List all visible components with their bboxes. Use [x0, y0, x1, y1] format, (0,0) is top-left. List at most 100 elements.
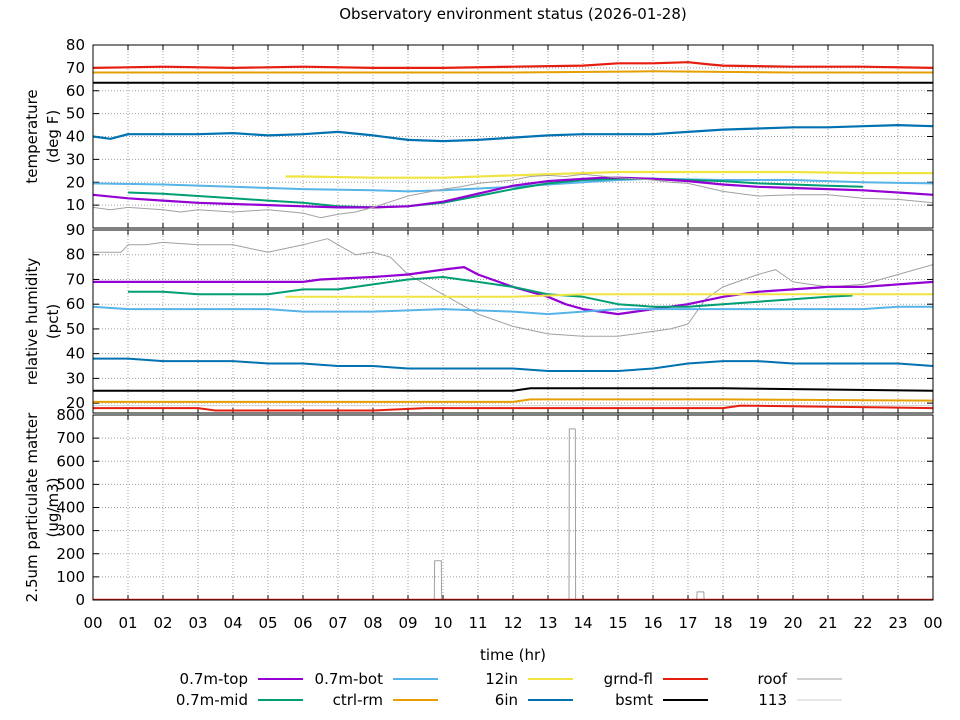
legend-label: 6in — [495, 691, 518, 709]
x-tick-label: 06 — [293, 614, 312, 632]
y-tick-label: 50 — [66, 105, 85, 123]
y-axis-label-line: (ug/m3) — [44, 478, 62, 538]
series-6in-line — [93, 357, 933, 372]
x-tick-label: 13 — [538, 614, 557, 632]
x-tick-label: 20 — [783, 614, 802, 632]
series-0-7m-bot-line — [93, 305, 933, 316]
grid — [92, 229, 934, 413]
x-axis-label: time (hr) — [480, 646, 546, 664]
legend-item: 113 — [758, 691, 842, 709]
series-roof-line — [93, 428, 933, 600]
y-tick-label: 40 — [66, 345, 85, 363]
y-tick-label: 10 — [66, 196, 85, 214]
grid — [92, 414, 934, 601]
y-tick-label: 70 — [66, 59, 85, 77]
y-tick-label: 50 — [66, 320, 85, 338]
series-group — [93, 428, 933, 600]
legend-item: roof — [758, 670, 842, 688]
y-tick-label: 80 — [66, 246, 85, 264]
x-tick-label: 12 — [503, 614, 522, 632]
legend-label: grnd-fl — [604, 670, 653, 688]
x-tick-label: 07 — [328, 614, 347, 632]
y-tick-label: 60 — [66, 295, 85, 313]
chart-legend: 0.7m-top 0.7m-mid 0.7m-bot ctrl-rm 12in 6in gr… — [176, 670, 842, 709]
x-tick-label: 11 — [468, 614, 487, 632]
legend-item: ctrl-rm — [333, 691, 438, 709]
series-0-7m-mid-line — [128, 276, 853, 308]
legend-label: ctrl-rm — [333, 691, 383, 709]
y-tick-label: 500 — [56, 475, 85, 493]
legend-item: bsmt — [615, 691, 708, 709]
plot-frame — [92, 414, 934, 601]
series-12in-line — [285, 170, 933, 179]
y-axis-label-line: temperature — [23, 89, 41, 183]
series-group — [93, 61, 933, 219]
legend-label: bsmt — [615, 691, 653, 709]
legend-item: grnd-fl — [604, 670, 708, 688]
legend-label: 0.7m-top — [180, 670, 248, 688]
y-tick-label: 70 — [66, 270, 85, 288]
y-axis-label-line: (pct) — [44, 304, 62, 339]
x-tick-label: 16 — [643, 614, 662, 632]
legend-item: 0.7m-top — [180, 670, 303, 688]
x-tick-label: 03 — [188, 614, 207, 632]
y-tick-label: 80 — [66, 36, 85, 54]
y-tick-label: 100 — [56, 568, 85, 586]
legend-label: 0.7m-bot — [315, 670, 384, 688]
y-tick-label: 200 — [56, 545, 85, 563]
legend-label: 12in — [485, 670, 518, 688]
y-tick-label: 20 — [66, 394, 85, 412]
chart-panel-1: 10 20 30 40 50 60 70 80 temperature (deg F) — [23, 36, 934, 229]
x-tick-label: 14 — [573, 614, 592, 632]
y-axis-label-line: 2.5um particulate matter — [23, 412, 41, 602]
x-tick-label: 09 — [398, 614, 417, 632]
y-tick-label: 60 — [66, 82, 85, 100]
series-roof-line — [93, 173, 933, 219]
y-tick-label: 40 — [66, 128, 85, 146]
legend-item: 12in — [485, 670, 573, 688]
y-axis-label: 2.5um particulate matter (ug/m3) — [23, 412, 62, 602]
y-axis-label-line: relative humidity — [23, 258, 41, 386]
legend-label: 113 — [758, 691, 787, 709]
x-tick-label: 19 — [748, 614, 767, 632]
y-tick-label: 600 — [56, 452, 85, 470]
x-tick-label: 04 — [223, 614, 242, 632]
plot-frame — [92, 44, 934, 229]
y-tick-label: 800 — [56, 406, 85, 424]
legend-item: 0.7m-mid — [176, 691, 303, 709]
x-tick-label: 00 — [83, 614, 102, 632]
x-tick-label: 17 — [678, 614, 697, 632]
y-tick-label: 300 — [56, 522, 85, 540]
chart-title: Observatory environment status (2026-01-… — [339, 5, 687, 23]
x-tick-label: 10 — [433, 614, 452, 632]
series-grnd-fl-line — [93, 404, 933, 412]
grid — [92, 44, 934, 228]
x-tick-label: 00 — [923, 614, 942, 632]
y-tick-label: 700 — [56, 429, 85, 447]
y-tick-label: 0 — [75, 591, 85, 609]
legend-item: 0.7m-bot — [315, 670, 438, 688]
x-tick-label: 18 — [713, 614, 732, 632]
series-bsmt-line — [93, 387, 933, 392]
y-axis-label: relative humidity (pct) — [23, 258, 62, 386]
series-group — [93, 238, 933, 412]
x-tick-label: 01 — [118, 614, 137, 632]
y-tick-label: 30 — [66, 150, 85, 168]
plot-frame — [92, 229, 934, 414]
y-tick-label: 400 — [56, 499, 85, 517]
series-ctrl-rm-line — [93, 70, 933, 74]
series-12in-line — [285, 293, 933, 298]
y-tick-label: 20 — [66, 173, 85, 191]
legend-item: 6in — [495, 691, 573, 709]
series-0-7m-mid-line — [127, 177, 864, 209]
legend-label: 0.7m-mid — [176, 691, 248, 709]
x-tick-label: 15 — [608, 614, 627, 632]
x-tick-label: 23 — [888, 614, 907, 632]
x-tick-label: 05 — [258, 614, 277, 632]
x-tick-label: 22 — [853, 614, 872, 632]
x-tick-label: 21 — [818, 614, 837, 632]
series-ctrl-rm-line — [93, 398, 933, 403]
